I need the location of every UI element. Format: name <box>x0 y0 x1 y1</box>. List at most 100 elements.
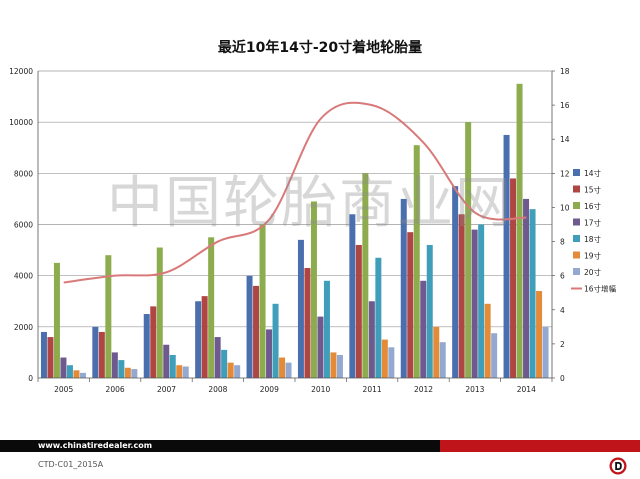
x-tick-label: 2011 <box>363 385 382 394</box>
bar <box>156 247 163 378</box>
legend-label: 16寸增幅 <box>584 284 617 294</box>
bar <box>60 357 67 378</box>
bar <box>253 285 260 378</box>
bar <box>234 365 241 378</box>
bar <box>163 344 170 378</box>
brand-logo-icon <box>609 457 627 475</box>
legend-label: 15寸 <box>584 185 602 195</box>
legend-swatch <box>573 185 580 193</box>
bar <box>426 244 433 378</box>
bar <box>362 173 369 378</box>
bar <box>420 280 427 378</box>
bar <box>336 354 343 378</box>
bar <box>536 291 543 378</box>
bar <box>73 370 80 378</box>
y-tick-label: 10000 <box>9 118 33 127</box>
bar <box>388 347 395 378</box>
bar <box>297 239 304 378</box>
y2-tick-label: 0 <box>560 374 565 383</box>
bar <box>471 229 478 378</box>
bar <box>131 369 138 378</box>
bars <box>40 83 549 379</box>
bar <box>523 198 530 378</box>
bar <box>355 244 362 378</box>
legend-label: 19寸 <box>584 251 602 261</box>
x-tick-label: 2012 <box>414 385 433 394</box>
bar <box>92 326 99 378</box>
bar <box>503 134 510 378</box>
y-tick-label: 8000 <box>14 169 33 178</box>
bar <box>304 267 311 378</box>
y2-tick-label: 2 <box>560 340 565 349</box>
bar <box>53 262 60 378</box>
y2-tick-label: 14 <box>560 135 570 144</box>
bar <box>510 178 517 378</box>
bar <box>368 301 375 378</box>
bar <box>47 337 54 378</box>
bar <box>266 329 273 378</box>
y-tick-label: 2000 <box>14 323 33 332</box>
bar <box>452 186 459 378</box>
bar <box>484 303 491 378</box>
tire-volume-chart: 最近10年14寸-20寸着地轮胎量 0 2000 4000 6000 8000 10000… <box>9 39 617 394</box>
bar <box>458 214 465 378</box>
chart-title: 最近10年14寸-20寸着地轮胎量 <box>218 39 422 56</box>
bar <box>529 209 536 378</box>
bar <box>516 83 523 379</box>
bar <box>118 360 125 378</box>
bar <box>465 122 472 379</box>
bar <box>214 337 221 378</box>
legend: 14寸 15寸 16寸 17寸 18寸 19寸 20寸 16寸增幅 <box>571 168 617 294</box>
legend-swatch <box>573 268 580 275</box>
y-tick-label: 12000 <box>9 67 33 76</box>
bar <box>407 232 414 378</box>
y-tick-label: 6000 <box>14 221 33 230</box>
bar <box>433 326 440 378</box>
x-tick-label: 2008 <box>208 385 227 394</box>
bar <box>439 342 446 378</box>
legend-swatch <box>573 202 580 209</box>
growth-line-path <box>63 101 527 284</box>
bar <box>40 331 47 378</box>
bar <box>285 362 292 378</box>
y2-tick-label: 12 <box>560 169 570 178</box>
bar <box>246 275 253 378</box>
bar <box>491 333 498 378</box>
bar <box>272 303 279 378</box>
legend-label: 16寸 <box>584 201 602 211</box>
y2-tick-label: 4 <box>560 306 565 315</box>
bar <box>375 257 382 378</box>
growth-line <box>63 101 527 284</box>
x-tick-label: 2005 <box>54 385 73 394</box>
legend-label: 18寸 <box>584 234 602 244</box>
bar <box>111 352 118 378</box>
x-tick-label: 2007 <box>157 385 176 394</box>
legend-label: 17寸 <box>584 218 602 228</box>
bar <box>105 255 112 378</box>
bar <box>208 237 215 378</box>
x-tick-label: 2010 <box>311 385 330 394</box>
bar <box>478 224 485 378</box>
watermark: 中国轮胎商业网 <box>107 171 513 236</box>
bar <box>98 331 105 378</box>
legend-swatch <box>573 235 580 242</box>
legend-swatch <box>573 218 580 226</box>
legend-swatch <box>573 251 580 259</box>
footer-url[interactable]: www.chinatiredealer.com <box>38 441 153 450</box>
footer-bar: www.chinatiredealer.com <box>0 440 640 452</box>
bar <box>317 316 324 378</box>
bar <box>124 367 131 378</box>
bar <box>542 326 549 378</box>
x-tick-label: 2009 <box>260 385 279 394</box>
bar <box>79 372 86 378</box>
bar <box>195 301 202 378</box>
y2-tick-label: 10 <box>560 203 570 212</box>
legend-label: 20寸 <box>584 267 602 277</box>
y2-tick-label: 6 <box>560 272 565 281</box>
bar <box>381 339 388 378</box>
x-tick-label: 2006 <box>106 385 125 394</box>
slide-code: CTD-C01_2015A <box>38 460 104 469</box>
legend-swatch <box>573 169 580 176</box>
bar <box>349 214 356 378</box>
bar <box>279 357 286 378</box>
